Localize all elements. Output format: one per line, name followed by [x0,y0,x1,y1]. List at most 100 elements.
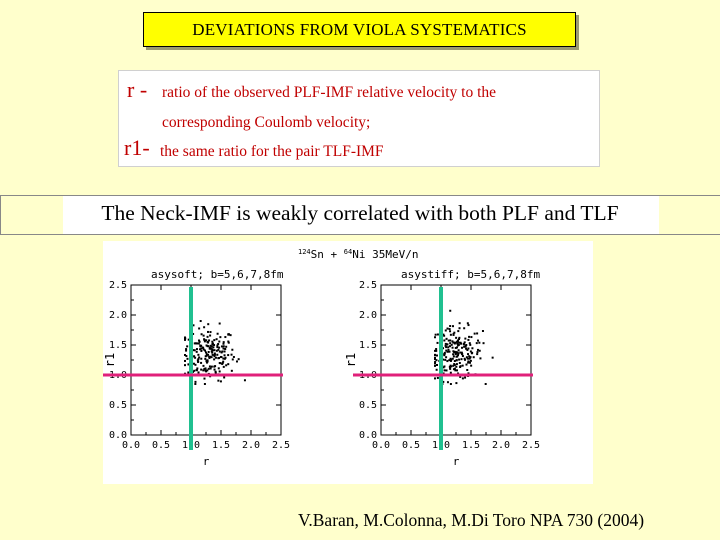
panel-title: asystiff; b=5,6,7,8fm [401,268,540,281]
data-point [221,362,224,365]
data-point [459,375,462,378]
data-point [443,354,446,357]
data-point [436,376,439,379]
data-point [471,351,474,354]
data-point [445,346,448,349]
data-point [195,348,198,351]
data-point [435,349,438,352]
data-point [217,343,220,346]
data-point [227,333,230,336]
data-point [215,338,218,341]
data-point [217,367,220,370]
r1-definition: the same ratio for the pair TLF-IMF [160,143,384,160]
citation: V.Baran, M.Colonna, M.Di Toro NPA 730 (2… [298,510,645,530]
data-point [224,348,227,351]
data-point [446,360,449,363]
data-point [452,325,455,328]
data-point [185,355,188,358]
data-point [230,353,233,356]
data-point [197,358,200,361]
data-point [451,346,454,349]
data-point [199,348,202,351]
data-point [202,334,205,337]
data-point [442,380,445,383]
data-point [453,367,456,370]
data-point [467,324,470,327]
data-point [449,330,452,333]
panel-title: asysoft; b=5,6,7,8fm [151,268,284,281]
data-point [448,328,451,331]
data-point [223,376,226,379]
data-point [452,353,455,356]
data-point [443,334,446,337]
data-point [200,333,203,336]
data-point [450,358,453,361]
data-point [478,349,481,352]
data-point [203,377,206,380]
data-point [444,344,447,347]
data-point [187,363,190,366]
data-point [449,333,452,336]
data-point [468,357,471,360]
data-point [201,346,204,349]
data-point [442,366,445,369]
reaction-header: 124Sn + 64Ni 35MeV/n [298,248,418,261]
statement-text: The Neck-IMF is weakly correlated with b… [101,201,619,225]
data-point [442,372,445,375]
data-point [444,329,447,332]
data-point [197,360,200,363]
reaction-element-a: Sn [311,248,324,261]
data-point [465,363,468,366]
data-point [211,353,214,356]
data-point [460,346,463,349]
data-point [197,342,200,345]
data-point [211,340,214,343]
data-point [446,381,449,384]
data-point [206,335,209,338]
data-point [195,350,198,353]
data-point [453,331,456,334]
data-point [193,369,196,372]
data-point [219,380,222,383]
data-point [456,342,459,345]
data-point [216,344,219,347]
data-point [482,342,485,345]
x-tick-label: 2.5 [272,440,290,451]
data-point [213,358,216,361]
data-point [194,342,197,345]
data-point [453,342,456,345]
data-point [218,322,221,325]
data-point [200,347,203,350]
data-point [435,368,438,371]
data-point [218,370,221,373]
y-tick-label: 2.5 [109,280,127,291]
data-point [484,383,487,385]
y-tick-label: 0.0 [109,430,127,441]
data-point [444,342,447,345]
data-point [227,354,230,357]
data-point [194,363,197,366]
data-point [220,356,223,359]
data-point [192,332,195,335]
data-point [207,345,210,348]
y-tick-label: 0.0 [359,430,377,441]
data-point [227,363,230,366]
data-point [452,364,455,367]
data-point [449,383,452,385]
data-point [434,333,437,336]
data-point [213,349,216,352]
data-point [461,353,464,356]
data-point [193,349,196,352]
data-point [184,364,186,367]
data-point [208,365,211,368]
data-point [455,359,458,362]
data-point [225,364,228,367]
data-point [209,367,212,370]
data-point [491,356,494,359]
data-point [203,326,206,329]
data-point [203,367,206,370]
data-point [210,365,213,368]
data-point [449,342,452,345]
panels-group: asysoft; b=5,6,7,8fm0.00.51.01.52.02.50.… [103,268,540,468]
x-tick-label: 0.5 [402,440,420,451]
